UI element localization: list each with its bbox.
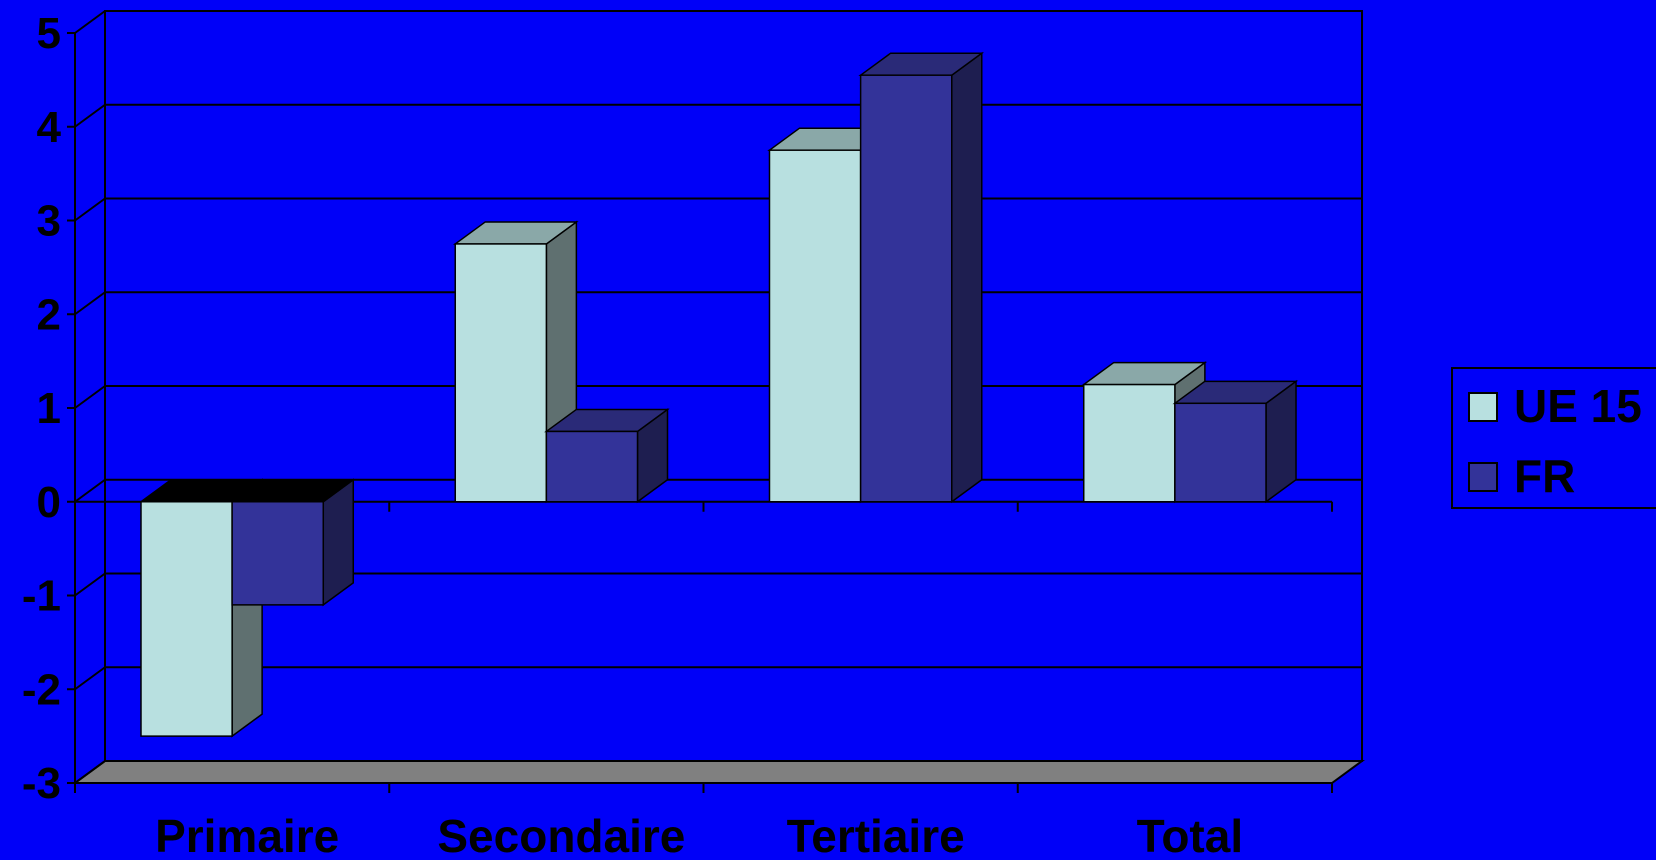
gridline-side bbox=[74, 10, 106, 34]
gridline-side bbox=[74, 385, 106, 409]
gridline-side bbox=[74, 572, 106, 597]
y-tick-label: -2 bbox=[22, 665, 61, 714]
category-label: Tertiaire bbox=[787, 810, 965, 855]
legend-label-fr: FR bbox=[1514, 450, 1575, 502]
y-tick-label: 2 bbox=[37, 290, 61, 339]
legend-swatch-ue15 bbox=[1468, 392, 1498, 422]
legend-swatch-fr bbox=[1468, 462, 1498, 492]
y-tick-label: -3 bbox=[22, 759, 61, 808]
legend-box bbox=[1451, 367, 1656, 509]
bar-fr-tertiaire bbox=[858, 51, 985, 504]
legend-label-ue15: UE 15 bbox=[1514, 380, 1642, 432]
bar-fr-secondaire bbox=[544, 407, 670, 504]
category-label: Total bbox=[1137, 810, 1243, 855]
gridline-side bbox=[74, 478, 106, 503]
chart-floor bbox=[71, 760, 1366, 784]
y-tick-label: 3 bbox=[37, 197, 61, 246]
bar-fr-primaire bbox=[229, 478, 356, 607]
bar-front-face bbox=[1174, 402, 1267, 503]
bar-front-face bbox=[768, 149, 862, 503]
bar-front-face bbox=[140, 501, 233, 737]
bar-front-face bbox=[231, 501, 325, 606]
gridline-side bbox=[74, 760, 106, 784]
y-tick-label: 4 bbox=[37, 103, 62, 152]
category-label: Primaire bbox=[155, 810, 339, 855]
y-tick-label: 5 bbox=[37, 9, 61, 58]
bar-ue15-secondaire bbox=[452, 220, 579, 504]
bar-front-face bbox=[1082, 383, 1176, 503]
y-tick-label: 0 bbox=[37, 478, 61, 527]
y-tick-label: -1 bbox=[22, 572, 61, 621]
gridline-side bbox=[74, 197, 106, 222]
bar-fr-total bbox=[1172, 379, 1299, 504]
gridline-side bbox=[74, 103, 106, 128]
category-label: Secondaire bbox=[437, 810, 685, 855]
bar-front-face bbox=[545, 430, 639, 503]
bar-front-face bbox=[859, 74, 953, 503]
gridline-side bbox=[74, 666, 106, 691]
y-tick-label: 1 bbox=[37, 384, 61, 433]
bar-front-face bbox=[454, 243, 548, 503]
gridline-side bbox=[74, 291, 106, 316]
bar-side-face bbox=[951, 51, 983, 504]
